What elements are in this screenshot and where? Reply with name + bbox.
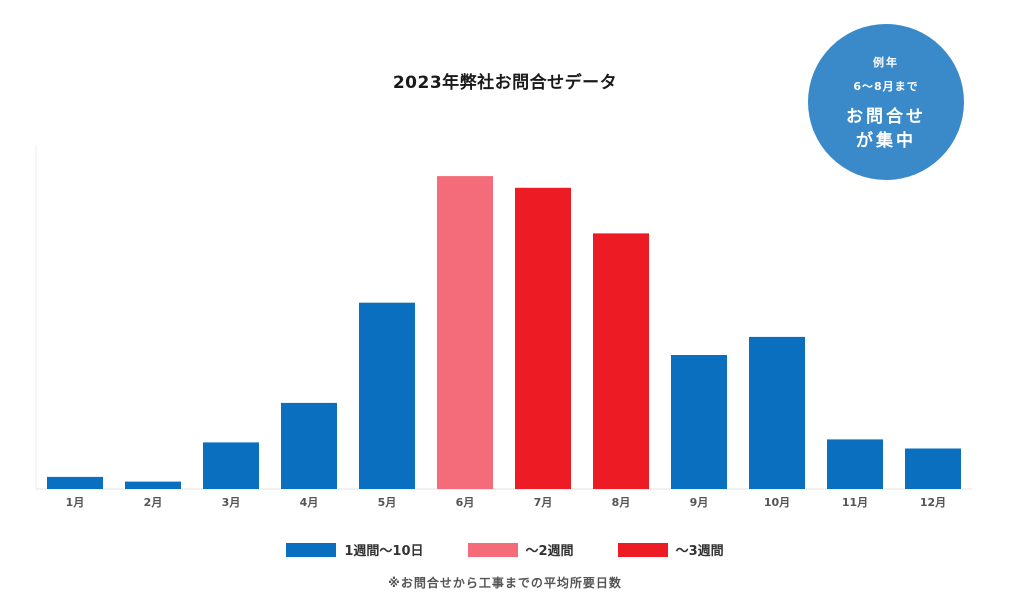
bar-7 — [515, 187, 571, 490]
bar-6 — [437, 176, 493, 489]
bar-1 — [47, 476, 103, 489]
chart-title: 2023年弊社お問合せデータ — [392, 73, 618, 93]
x-tick-label: 11月 — [842, 496, 868, 509]
x-tick-label: 7月 — [534, 496, 553, 509]
bar-11 — [827, 439, 883, 489]
legend-item: 1週間〜10日 — [286, 540, 424, 559]
highlight-badge: 例年 6〜8月まで お問合せ が集中 — [808, 24, 964, 180]
badge-line-4: が集中 — [856, 131, 916, 151]
x-tick-label: 8月 — [612, 496, 631, 509]
bar-12 — [905, 448, 961, 489]
legend-label: 1週間〜10日 — [344, 544, 424, 559]
legend-swatch — [467, 542, 518, 557]
bar-3 — [203, 442, 259, 489]
bar-8 — [593, 233, 649, 489]
legend: 1週間〜10日 〜2週間 〜3週間 — [0, 540, 1010, 559]
footnote: ※お問合せから工事までの平均所要日数 — [388, 576, 622, 590]
legend-item: 〜3週間 — [617, 540, 724, 559]
bar-4 — [281, 402, 337, 489]
x-tick-label: 9月 — [690, 496, 709, 509]
x-tick-label: 5月 — [378, 496, 397, 509]
bars-group — [47, 176, 961, 490]
legend-item: 〜2週間 — [467, 540, 574, 559]
bar-chart: 1月 2月 3月 4月 5月 6月 7月 8月 9月 10月 11月 12月 — [35, 145, 972, 509]
bar-9 — [671, 355, 727, 489]
x-tick-label: 1月 — [66, 496, 85, 509]
bar-2 — [125, 481, 181, 489]
x-tick-label: 12月 — [920, 496, 946, 509]
badge-line-1: 例年 — [873, 56, 899, 69]
x-tick-label: 3月 — [222, 496, 241, 509]
x-tick-label: 6月 — [456, 496, 475, 509]
badge-line-2: 6〜8月まで — [853, 80, 919, 93]
legend-label: 〜2週間 — [525, 544, 574, 559]
x-tick-label: 4月 — [300, 496, 319, 509]
legend-label: 〜3週間 — [675, 544, 724, 559]
legend-swatch — [286, 542, 337, 557]
legend-swatch — [617, 542, 668, 557]
x-tick-label: 2月 — [144, 496, 163, 509]
badge-line-3: お問合せ — [846, 107, 926, 127]
bar-10 — [749, 336, 805, 489]
x-tick-label: 10月 — [764, 496, 790, 509]
x-tick-labels: 1月 2月 3月 4月 5月 6月 7月 8月 9月 10月 11月 12月 — [66, 496, 946, 509]
bar-5 — [359, 302, 415, 489]
